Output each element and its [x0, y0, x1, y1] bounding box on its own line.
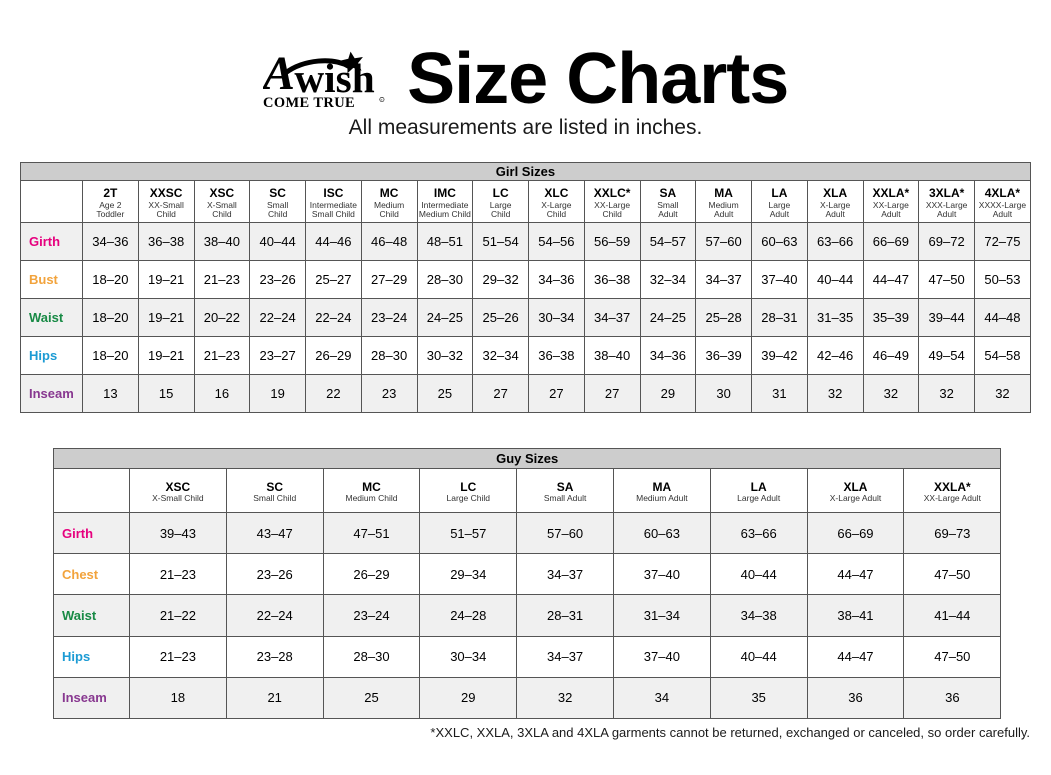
svg-text:®: ®: [380, 97, 383, 102]
svg-text:COME TRUE: COME TRUE: [263, 94, 355, 110]
svg-text:A: A: [263, 48, 295, 100]
